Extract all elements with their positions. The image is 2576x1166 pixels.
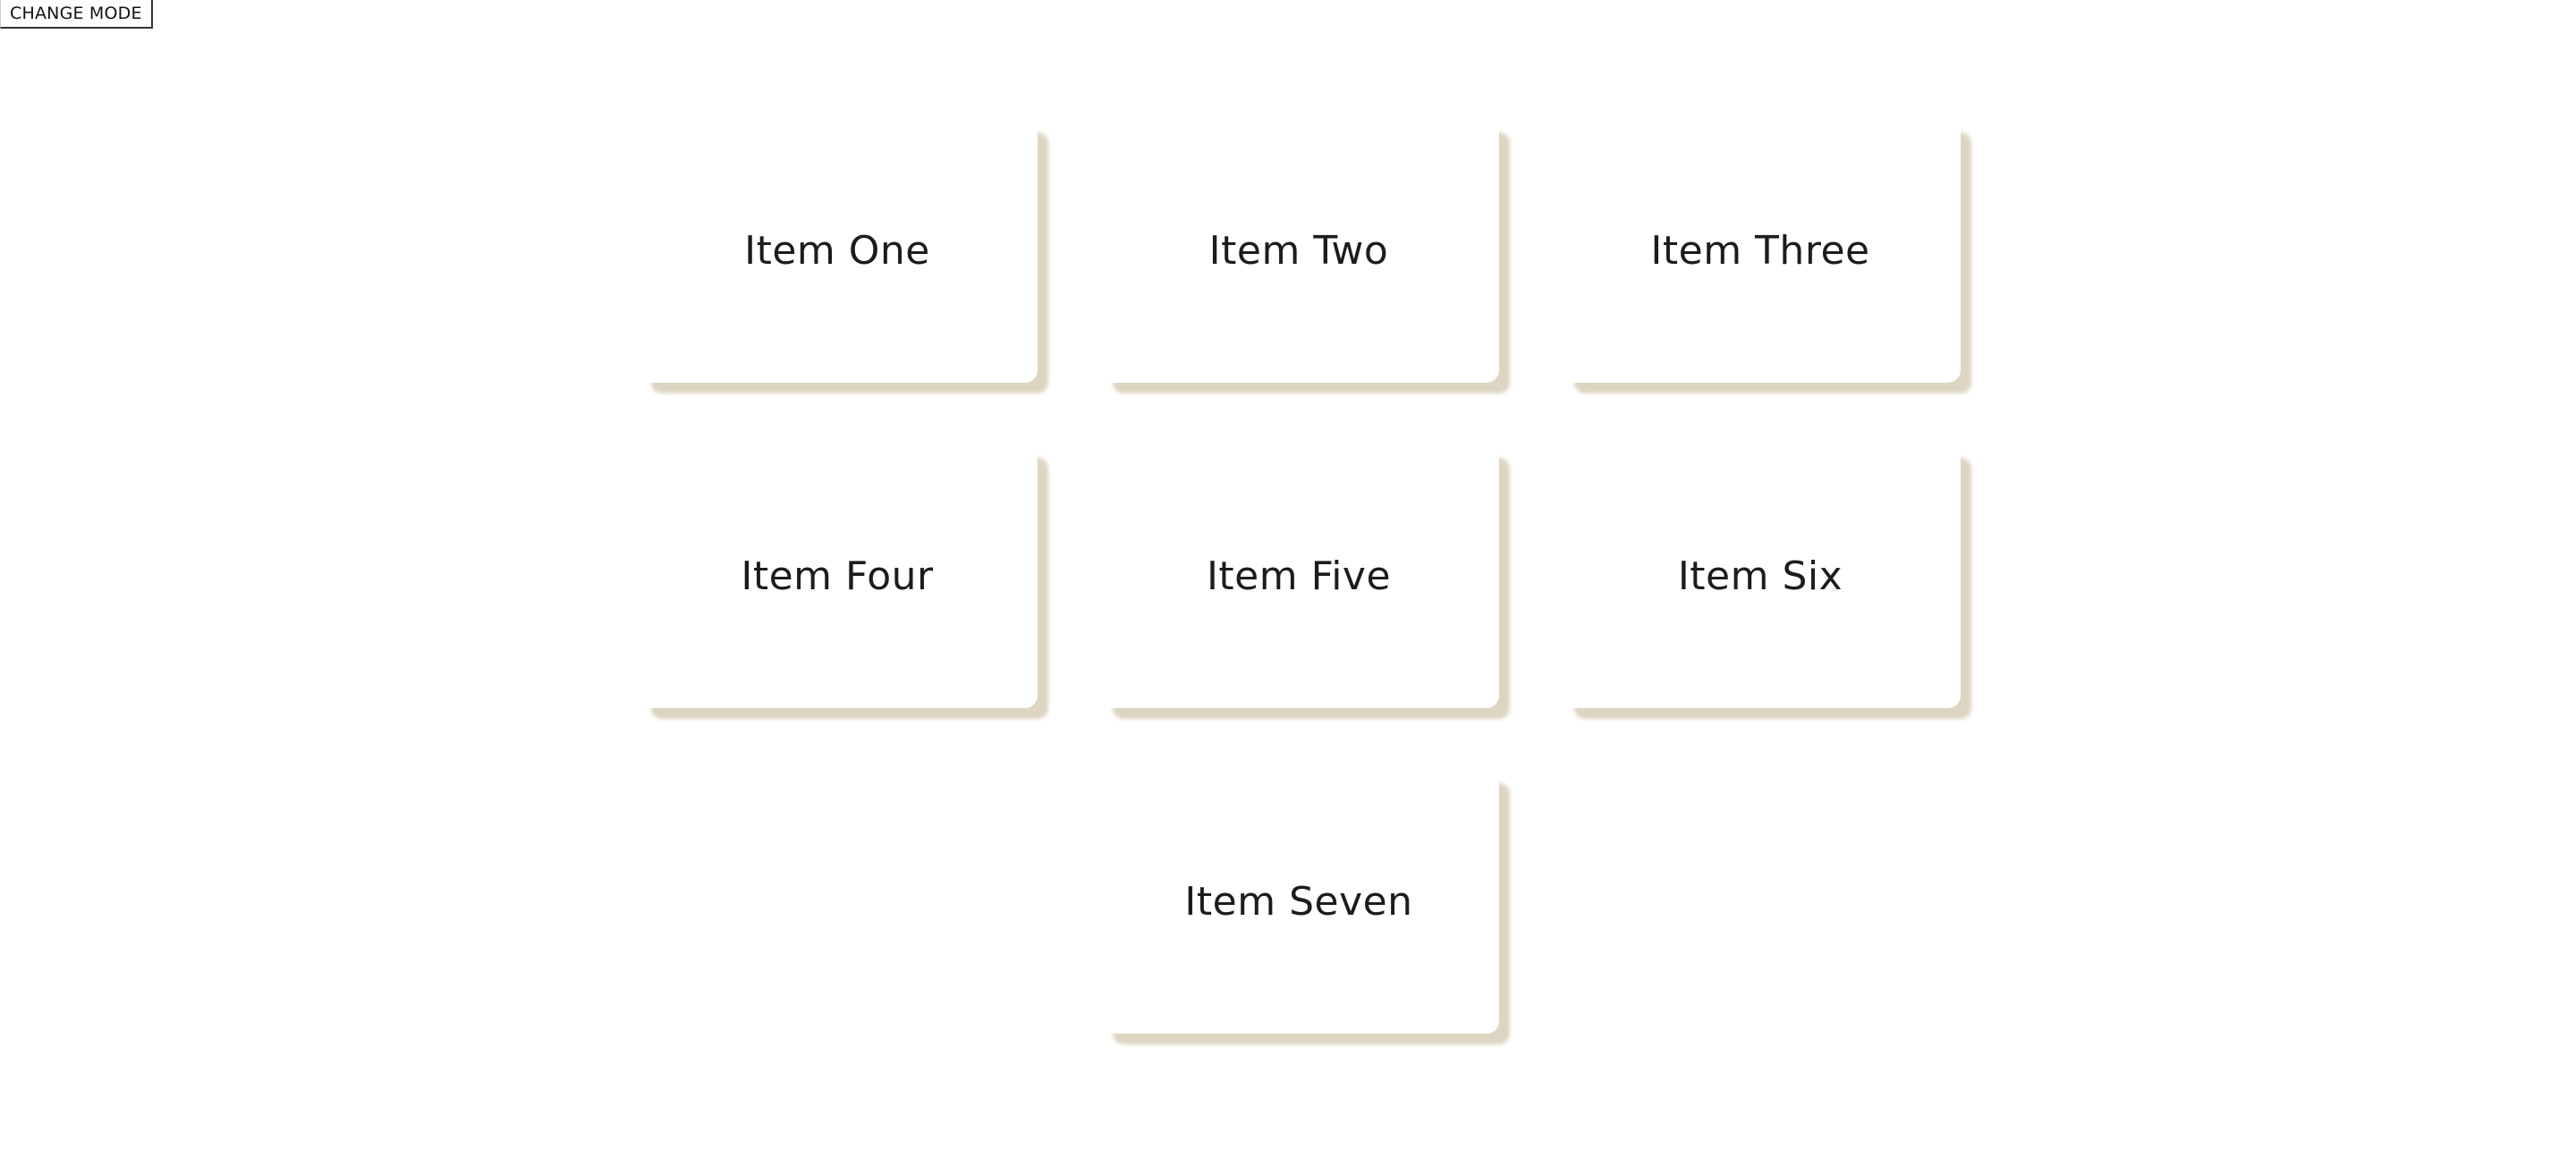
card-label: Item Six: [1677, 553, 1843, 599]
card-item-six[interactable]: Item Six: [1560, 444, 1961, 708]
card-item-seven[interactable]: Item Seven: [1098, 769, 1499, 1034]
card-label: Item One: [744, 227, 930, 274]
card-item-three[interactable]: Item Three: [1560, 118, 1961, 383]
card-label: Item Five: [1206, 553, 1392, 599]
card-label: Item Two: [1208, 227, 1389, 274]
change-mode-button[interactable]: CHANGE MODE: [0, 0, 153, 29]
card-label: Item Seven: [1184, 878, 1413, 925]
card-item-four[interactable]: Item Four: [637, 444, 1038, 708]
card-item-one[interactable]: Item One: [637, 118, 1038, 383]
card-item-five[interactable]: Item Five: [1098, 444, 1499, 708]
card-item-two[interactable]: Item Two: [1098, 118, 1499, 383]
card-label: Item Four: [741, 553, 934, 599]
card-label: Item Three: [1650, 227, 1870, 274]
